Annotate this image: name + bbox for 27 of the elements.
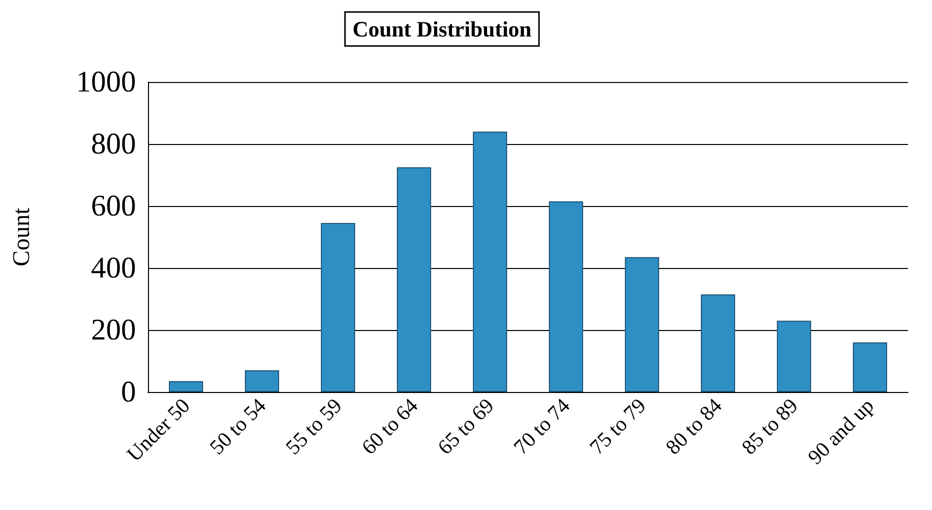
chart-title: Count Distribution [352, 16, 532, 42]
x-tick-label: 80 to 84 [660, 393, 727, 460]
x-tick-label: 85 to 89 [736, 394, 802, 460]
x-tick-label: 65 to 69 [432, 394, 498, 460]
x-tick-label: 90 and up [802, 394, 878, 470]
x-tick-label: 75 to 79 [584, 394, 650, 460]
bar [320, 223, 356, 392]
bar [168, 381, 204, 392]
y-tick-label: 600 [91, 190, 136, 222]
y-tick-label: 0 [121, 376, 136, 408]
bar [548, 201, 584, 392]
bar [700, 294, 736, 392]
y-tick-label: 200 [91, 314, 136, 346]
bar [776, 320, 812, 392]
bar [472, 132, 508, 392]
bar [396, 167, 432, 392]
y-tick-label: 1000 [76, 66, 136, 98]
bar [852, 342, 888, 392]
x-tick-label: 55 to 59 [280, 394, 346, 460]
x-tick-label: 70 to 74 [508, 393, 575, 460]
x-tick-label: 60 to 64 [356, 393, 423, 460]
bar [624, 257, 660, 392]
bar [244, 370, 280, 392]
y-axis-title: Count [9, 207, 35, 266]
y-tick-label: 400 [91, 252, 136, 284]
y-tick-label: 800 [91, 128, 136, 160]
x-tick-label: 50 to 54 [204, 393, 271, 460]
